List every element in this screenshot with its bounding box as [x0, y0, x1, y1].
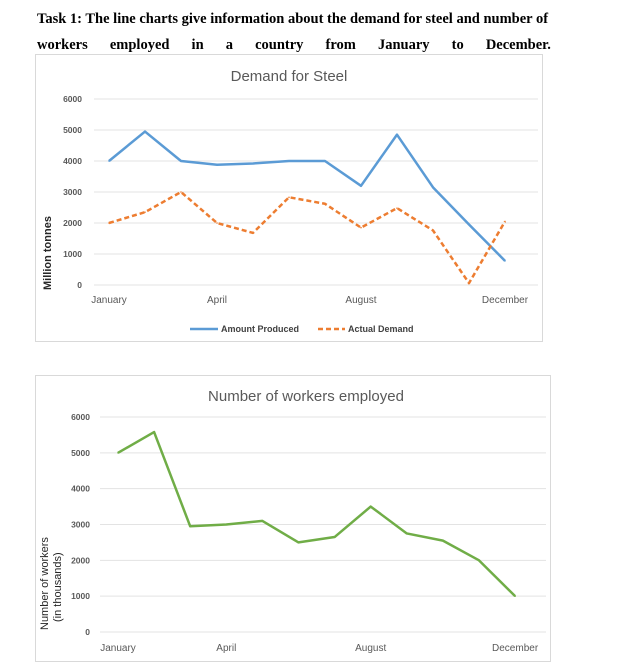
- x-tick-label: April: [207, 295, 227, 306]
- series-line-1: [108, 190, 507, 285]
- heading-word: employed: [109, 37, 170, 53]
- data-point: [360, 226, 362, 229]
- y-axis-label: Million tonnes: [42, 216, 54, 290]
- y-tick-label: 0: [85, 627, 90, 637]
- data-point: [108, 160, 110, 162]
- heading-word: December.: [485, 37, 551, 53]
- chart-title: Demand for Steel: [231, 68, 348, 85]
- x-tick-label: August: [345, 295, 376, 306]
- data-point: [261, 520, 264, 522]
- y-tick-label: 6000: [63, 94, 82, 104]
- data-point: [504, 220, 506, 223]
- task-heading: Task 1: The line charts give information…: [37, 6, 551, 58]
- data-point: [406, 532, 408, 535]
- data-point: [288, 196, 290, 199]
- data-point: [189, 525, 191, 528]
- data-point: [297, 541, 300, 544]
- y-tick-label: 3000: [71, 520, 90, 530]
- series-line-0: [117, 430, 516, 598]
- heading-line-1: Task 1: The line charts give information…: [37, 11, 549, 27]
- data-point: [514, 595, 516, 597]
- x-tick-label: January: [91, 295, 127, 306]
- y-tick-label: 6000: [71, 412, 90, 422]
- x-tick-label: April: [216, 643, 236, 654]
- data-point: [252, 232, 254, 234]
- legend-label-actual-demand: Actual Demand: [348, 324, 414, 334]
- data-point: [288, 160, 290, 162]
- y-tick-label: 1000: [63, 249, 82, 259]
- y-axis-label-line-2: (in thousands): [52, 552, 64, 622]
- data-point: [468, 223, 470, 226]
- data-point: [252, 162, 254, 165]
- data-point: [396, 133, 398, 136]
- x-tick-label: August: [355, 643, 386, 654]
- x-tick-label: December: [482, 295, 529, 306]
- data-point: [216, 222, 218, 224]
- data-point: [369, 505, 372, 508]
- data-point: [442, 539, 444, 542]
- data-point: [117, 452, 119, 454]
- heading-word: workers: [37, 37, 88, 53]
- data-point: [216, 163, 218, 166]
- series-line-0: [108, 130, 506, 262]
- data-point: [333, 536, 336, 538]
- heading-word: from: [325, 37, 356, 53]
- data-point: [396, 207, 398, 209]
- steel-demand-plot: Demand for Steel 0 1000 2000 3000 4000 5000 60…: [63, 68, 538, 334]
- heading-word: in: [191, 37, 204, 53]
- legend-label-amount-produced: Amount Produced: [221, 324, 299, 334]
- steel-demand-chart: Demand for Steel 0 1000 2000 3000 4000 5000 60…: [35, 54, 543, 342]
- data-point: [432, 229, 434, 232]
- x-tick-label: December: [492, 643, 539, 654]
- data-point: [504, 260, 506, 262]
- data-point: [360, 185, 362, 187]
- heading-word: a: [225, 37, 233, 53]
- workers-employed-plot: Number of workers employed 0 1000 2000 3000…: [71, 388, 546, 654]
- heading-word: January: [377, 37, 430, 53]
- y-axis-label-line-1: Number of workers: [39, 537, 51, 630]
- heading-line-2: workers employed in a country from Janua…: [37, 32, 551, 58]
- y-tick-label: 1000: [71, 591, 90, 601]
- data-point: [225, 523, 228, 526]
- y-tick-label: 3000: [63, 187, 82, 197]
- data-point: [180, 160, 182, 162]
- data-point: [180, 191, 182, 193]
- y-tick-label: 2000: [71, 555, 90, 565]
- y-tick-label: 4000: [63, 156, 82, 166]
- data-point: [144, 130, 146, 133]
- data-point: [108, 222, 110, 224]
- y-tick-label: 5000: [63, 125, 82, 135]
- y-tick-label: 0: [77, 280, 82, 290]
- data-point: [144, 211, 146, 213]
- data-point: [324, 202, 326, 205]
- heading-word: to: [451, 37, 464, 53]
- y-tick-label: 2000: [63, 218, 82, 228]
- y-tick-label: 4000: [71, 484, 90, 494]
- data-point: [324, 160, 326, 162]
- x-tick-label: January: [100, 643, 136, 654]
- workers-y-axis-title: Number of workers (in thousands): [39, 537, 64, 630]
- chart-title: Number of workers employed: [208, 388, 404, 405]
- workers-employed-chart: Number of workers employed 0 1000 2000 3000…: [35, 375, 551, 662]
- heading-word: country: [255, 37, 304, 53]
- data-point: [153, 431, 155, 433]
- data-point: [432, 186, 434, 189]
- data-point: [478, 559, 480, 562]
- y-tick-label: 5000: [71, 448, 90, 458]
- data-point: [468, 282, 470, 284]
- steel-y-axis-title: Million tonnes: [42, 216, 54, 290]
